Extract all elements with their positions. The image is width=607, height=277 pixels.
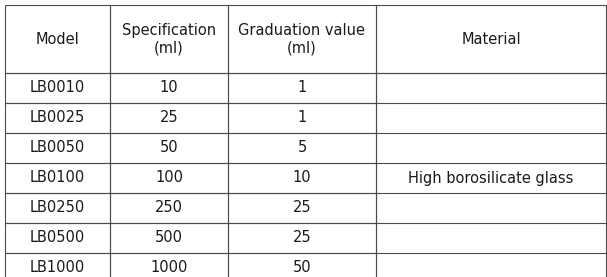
Text: LB0025: LB0025 (30, 111, 85, 125)
Bar (5, 223, 110, 253)
Bar (5, 163, 110, 193)
Bar (110, 253, 228, 277)
Text: 100: 100 (155, 171, 183, 186)
Bar (110, 73, 228, 103)
Text: LB0050: LB0050 (30, 140, 85, 155)
Bar (376, 5, 606, 73)
Text: 1000: 1000 (151, 260, 188, 276)
Text: LB0500: LB0500 (30, 230, 85, 245)
Text: Graduation value
(ml): Graduation value (ml) (239, 23, 365, 55)
Text: 25: 25 (293, 230, 311, 245)
Text: Model: Model (36, 32, 80, 47)
Text: 10: 10 (160, 81, 178, 96)
Bar (5, 253, 110, 277)
Text: 50: 50 (293, 260, 311, 276)
Bar (5, 193, 110, 223)
Bar (110, 223, 228, 253)
Text: 50: 50 (160, 140, 178, 155)
Bar (228, 133, 376, 163)
Text: 10: 10 (293, 171, 311, 186)
Text: Specification
(ml): Specification (ml) (122, 23, 216, 55)
Bar (228, 103, 376, 133)
Bar (5, 133, 110, 163)
Bar (228, 253, 376, 277)
Bar (5, 103, 110, 133)
Bar (228, 5, 376, 73)
Text: 25: 25 (160, 111, 178, 125)
Bar (228, 193, 376, 223)
Text: 5: 5 (297, 140, 307, 155)
Text: 1: 1 (297, 81, 307, 96)
Text: High borosilicate glass: High borosilicate glass (409, 171, 574, 186)
Text: LB0100: LB0100 (30, 171, 85, 186)
Bar (110, 163, 228, 193)
Text: LB1000: LB1000 (30, 260, 85, 276)
Bar (110, 5, 228, 73)
Bar (228, 223, 376, 253)
Bar (376, 73, 606, 277)
Text: Material: Material (461, 32, 521, 47)
Bar (110, 133, 228, 163)
Bar (228, 163, 376, 193)
Text: 1: 1 (297, 111, 307, 125)
Text: LB0250: LB0250 (30, 201, 85, 216)
Bar (5, 73, 110, 103)
Bar (110, 193, 228, 223)
Text: LB0010: LB0010 (30, 81, 85, 96)
Bar (110, 103, 228, 133)
Bar (228, 73, 376, 103)
Text: 500: 500 (155, 230, 183, 245)
Text: 250: 250 (155, 201, 183, 216)
Text: 25: 25 (293, 201, 311, 216)
Bar (5, 5, 110, 73)
